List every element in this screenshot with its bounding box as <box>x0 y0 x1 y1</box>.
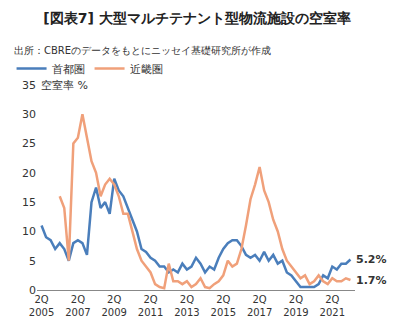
svg-text:15: 15 <box>22 196 36 209</box>
svg-text:10: 10 <box>22 225 36 238</box>
svg-text:2Q2013: 2Q2013 <box>174 294 199 318</box>
svg-text:25: 25 <box>22 137 36 150</box>
svg-text:2Q2015: 2Q2015 <box>211 294 236 318</box>
svg-text:[図表7] 大型マルチテナント型物流施設の空室率: [図表7] 大型マルチテナント型物流施設の空室率 <box>43 10 350 26</box>
svg-text:2Q2021: 2Q2021 <box>320 294 345 318</box>
svg-text:2Q2007: 2Q2007 <box>65 294 90 318</box>
svg-text:0: 0 <box>29 284 36 297</box>
svg-text:2Q2017: 2Q2017 <box>247 294 272 318</box>
svg-text:2Q2011: 2Q2011 <box>138 294 163 318</box>
svg-text:近畿圏: 近畿圏 <box>130 63 163 76</box>
svg-text:20: 20 <box>22 167 36 180</box>
svg-text:2Q2005: 2Q2005 <box>29 294 54 318</box>
svg-text:1.7%: 1.7% <box>356 274 387 287</box>
svg-text:出所：CBREのデータをもとにニッセイ基礎研究所が作成: 出所：CBREのデータをもとにニッセイ基礎研究所が作成 <box>14 45 271 56</box>
svg-text:2Q2019: 2Q2019 <box>283 294 308 318</box>
svg-text:首都圏: 首都圏 <box>52 63 85 76</box>
svg-text:30: 30 <box>22 108 36 121</box>
svg-text:空室率 %: 空室率 % <box>41 79 88 92</box>
svg-text:2Q2009: 2Q2009 <box>102 294 127 318</box>
svg-text:5.2%: 5.2% <box>356 253 387 266</box>
svg-text:35: 35 <box>22 79 36 92</box>
svg-text:5: 5 <box>29 255 36 268</box>
